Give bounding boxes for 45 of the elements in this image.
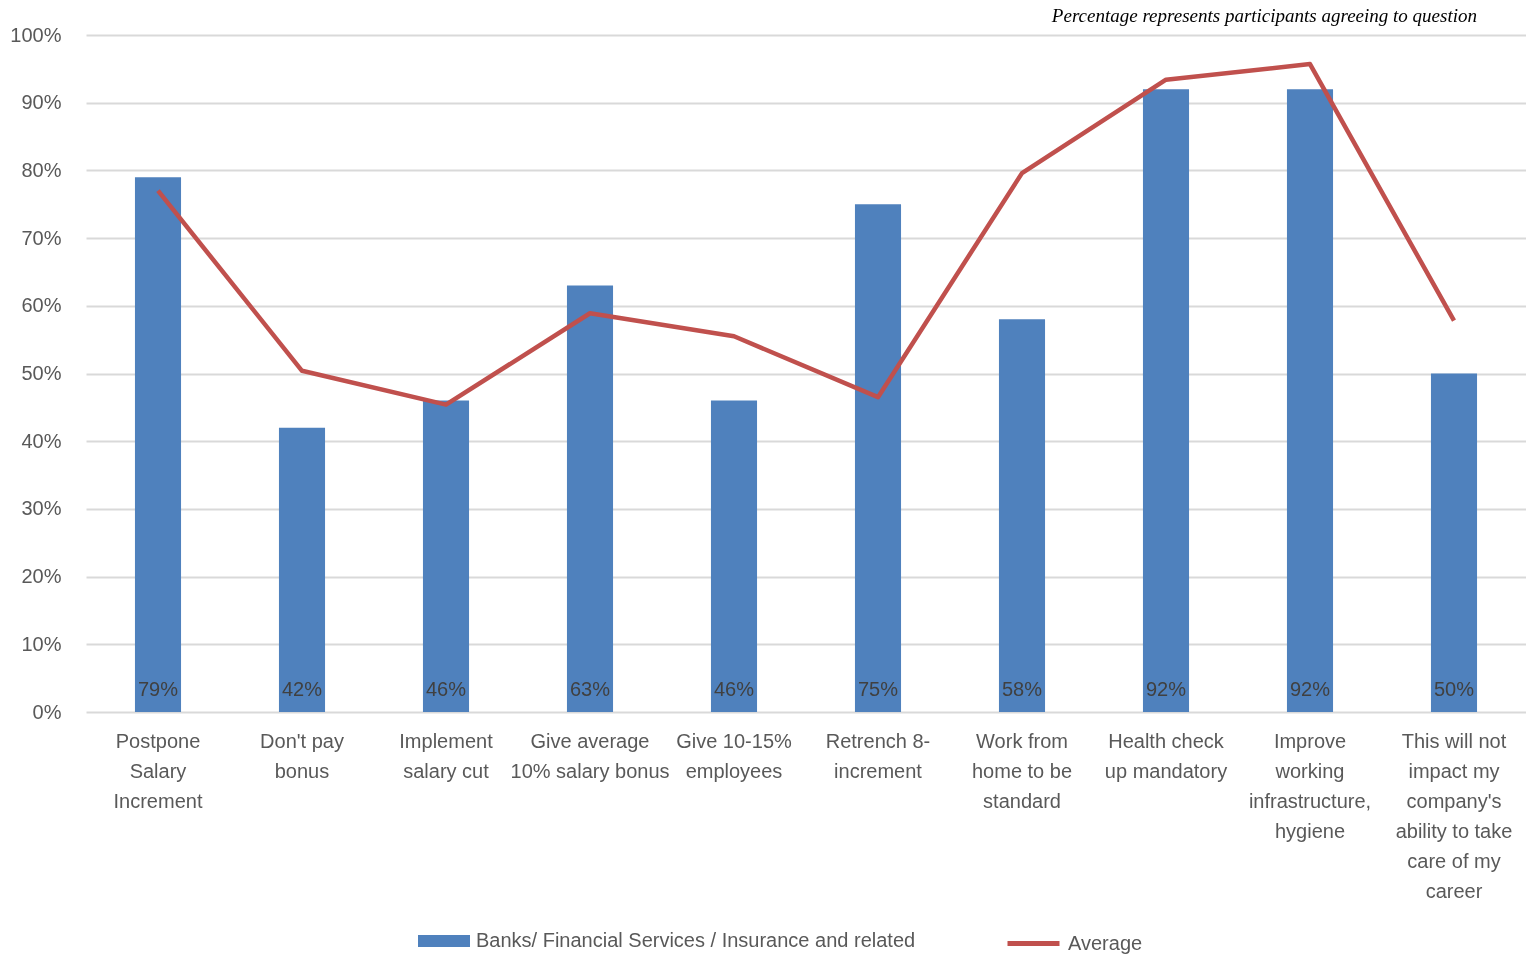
bar [566,285,614,712]
y-tick-label: 30% [21,497,62,520]
data-label: 75% [857,678,899,700]
bar [1286,89,1334,712]
x-tick-label: This will not impact my company's ability to take care of my career [1395,729,1513,902]
legend-label: Banks/ Financial Services / Insurance and related [476,929,916,951]
y-tick-label: 50% [21,362,62,384]
data-label: 46% [425,678,467,700]
bar [854,204,902,712]
data-label: 79% [137,678,179,700]
x-tick-label: Retrench 8- increment [825,729,931,782]
y-tick-label: 70% [21,226,62,249]
y-tick-label: 40% [21,429,62,452]
y-tick-label: 100% [10,23,62,46]
y-tick-label: 90% [21,91,62,114]
data-label: 58% [1001,678,1043,700]
bar [1430,373,1478,712]
y-tick-label: 20% [21,565,62,588]
bar [1142,89,1190,712]
y-tick-label: 60% [21,294,62,317]
x-tick-label: Don't pay bonus [260,729,344,782]
bar [278,427,326,712]
text: Percentage represents participants agreeing to question [1050,5,1477,26]
x-tick-label: Health check up mandatory [1104,729,1228,782]
y-tick-label: 0% [32,700,62,723]
x-tick-label: Work from home to be standard [971,729,1073,812]
data-label: 63% [569,678,611,700]
legend-label: Average [1068,931,1143,954]
data-label: 46% [713,678,755,700]
bar [422,400,470,712]
y-tick-label: 80% [21,158,62,181]
y-tick-label: 10% [21,632,62,655]
bar [134,177,182,712]
x-tick-label: Give 10-15% employees [676,729,793,782]
x-tick-label: Implement salary cut [399,729,494,782]
x-tick-label: Improve working infrastructure, hygiene [1248,729,1372,842]
data-label: 92% [1289,678,1331,700]
bar [998,319,1046,712]
data-label: 92% [1145,678,1187,700]
x-tick-label: Postpone Salary Increment [113,729,203,812]
data-label: 50% [1433,678,1475,700]
data-label: 42% [281,678,323,700]
line-series [155,61,1457,407]
x-tick-label: Give average 10% salary bonus [510,729,670,782]
bar [710,400,758,712]
